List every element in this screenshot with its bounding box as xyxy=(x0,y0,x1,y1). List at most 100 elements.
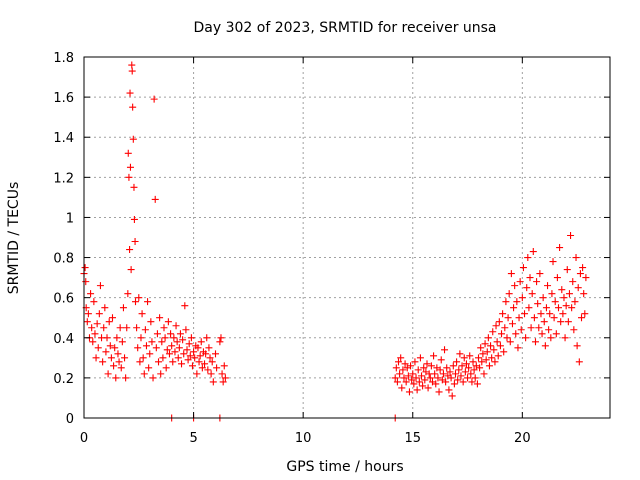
data-point xyxy=(213,364,221,372)
data-point xyxy=(548,290,556,298)
data-point xyxy=(144,298,152,306)
data-point xyxy=(126,163,134,171)
data-point xyxy=(157,370,165,378)
data-point xyxy=(138,310,146,318)
data-point xyxy=(430,352,438,360)
data-point xyxy=(559,310,567,318)
data-point xyxy=(132,298,140,306)
data-point xyxy=(437,356,445,364)
data-point xyxy=(547,334,555,342)
data-point xyxy=(191,354,199,362)
y-tick-label: 1.4 xyxy=(53,131,74,146)
data-point xyxy=(170,334,178,342)
data-point xyxy=(553,274,561,282)
data-point xyxy=(84,310,92,318)
data-point xyxy=(502,298,510,306)
data-point xyxy=(203,334,211,342)
data-point xyxy=(171,348,179,356)
data-point xyxy=(220,362,228,370)
data-point xyxy=(173,338,181,346)
data-point xyxy=(507,270,515,278)
data-point xyxy=(572,254,580,262)
data-point xyxy=(459,378,467,386)
data-point xyxy=(424,384,432,392)
data-point xyxy=(410,380,418,388)
data-point xyxy=(484,334,492,342)
data-point xyxy=(513,298,521,306)
data-point xyxy=(460,354,468,362)
data-point xyxy=(130,215,138,223)
data-point xyxy=(573,342,581,350)
data-point xyxy=(172,322,180,330)
data-point xyxy=(480,370,488,378)
data-point xyxy=(182,326,190,334)
data-point xyxy=(476,364,484,372)
data-point xyxy=(523,284,531,292)
data-point xyxy=(392,364,400,372)
data-point xyxy=(159,354,167,362)
data-point xyxy=(201,360,209,368)
data-point xyxy=(110,362,118,370)
data-point xyxy=(492,322,500,330)
plot-frame xyxy=(83,56,611,419)
data-point xyxy=(89,338,97,346)
data-point xyxy=(131,238,139,246)
data-point xyxy=(506,338,514,346)
data-point xyxy=(540,318,548,326)
x-tick-labels: 0 5 10 15 20 xyxy=(80,431,531,446)
y-tick-label: 0 xyxy=(66,412,74,427)
data-point xyxy=(483,348,491,356)
data-point xyxy=(96,282,104,290)
data-point xyxy=(146,350,154,358)
data-point xyxy=(408,376,416,384)
data-point xyxy=(539,294,547,302)
data-point xyxy=(129,103,137,111)
data-point xyxy=(545,326,553,334)
data-point xyxy=(165,350,173,358)
data-point xyxy=(187,334,195,342)
data-point xyxy=(563,266,571,274)
data-point xyxy=(197,338,205,346)
data-point xyxy=(582,274,590,282)
x-axis-title: GPS time / hours xyxy=(286,459,403,475)
data-point xyxy=(511,282,519,290)
data-point xyxy=(111,344,119,352)
data-point xyxy=(88,324,96,332)
data-point xyxy=(423,360,431,368)
data-point xyxy=(494,352,502,360)
data-point xyxy=(115,358,123,366)
data-point xyxy=(549,258,557,266)
data-point xyxy=(219,378,227,386)
data-point xyxy=(505,290,513,298)
data-point xyxy=(202,350,210,358)
data-point xyxy=(479,350,487,358)
data-point xyxy=(391,374,399,382)
data-point xyxy=(439,370,447,378)
data-point xyxy=(534,300,542,308)
x-tick-label: 10 xyxy=(295,431,312,446)
data-point xyxy=(401,360,409,368)
y-tick-label: 0.6 xyxy=(53,292,74,307)
data-point xyxy=(477,344,485,352)
data-point xyxy=(161,334,169,342)
data-point xyxy=(193,370,201,378)
data-point xyxy=(464,374,472,382)
data-point xyxy=(435,388,443,396)
data-point xyxy=(521,310,529,318)
data-point xyxy=(519,264,527,272)
data-point xyxy=(442,378,450,386)
data-point xyxy=(147,318,155,326)
data-point xyxy=(493,338,501,346)
data-point xyxy=(128,67,136,75)
data-point xyxy=(124,290,132,298)
data-point xyxy=(575,358,583,366)
data-point xyxy=(129,135,137,143)
data-point xyxy=(443,364,451,372)
data-point xyxy=(527,324,535,332)
x-tick-label: 5 xyxy=(189,431,197,446)
data-point xyxy=(163,346,171,354)
data-point xyxy=(149,374,157,382)
data-point xyxy=(169,358,177,366)
data-point xyxy=(114,350,122,358)
